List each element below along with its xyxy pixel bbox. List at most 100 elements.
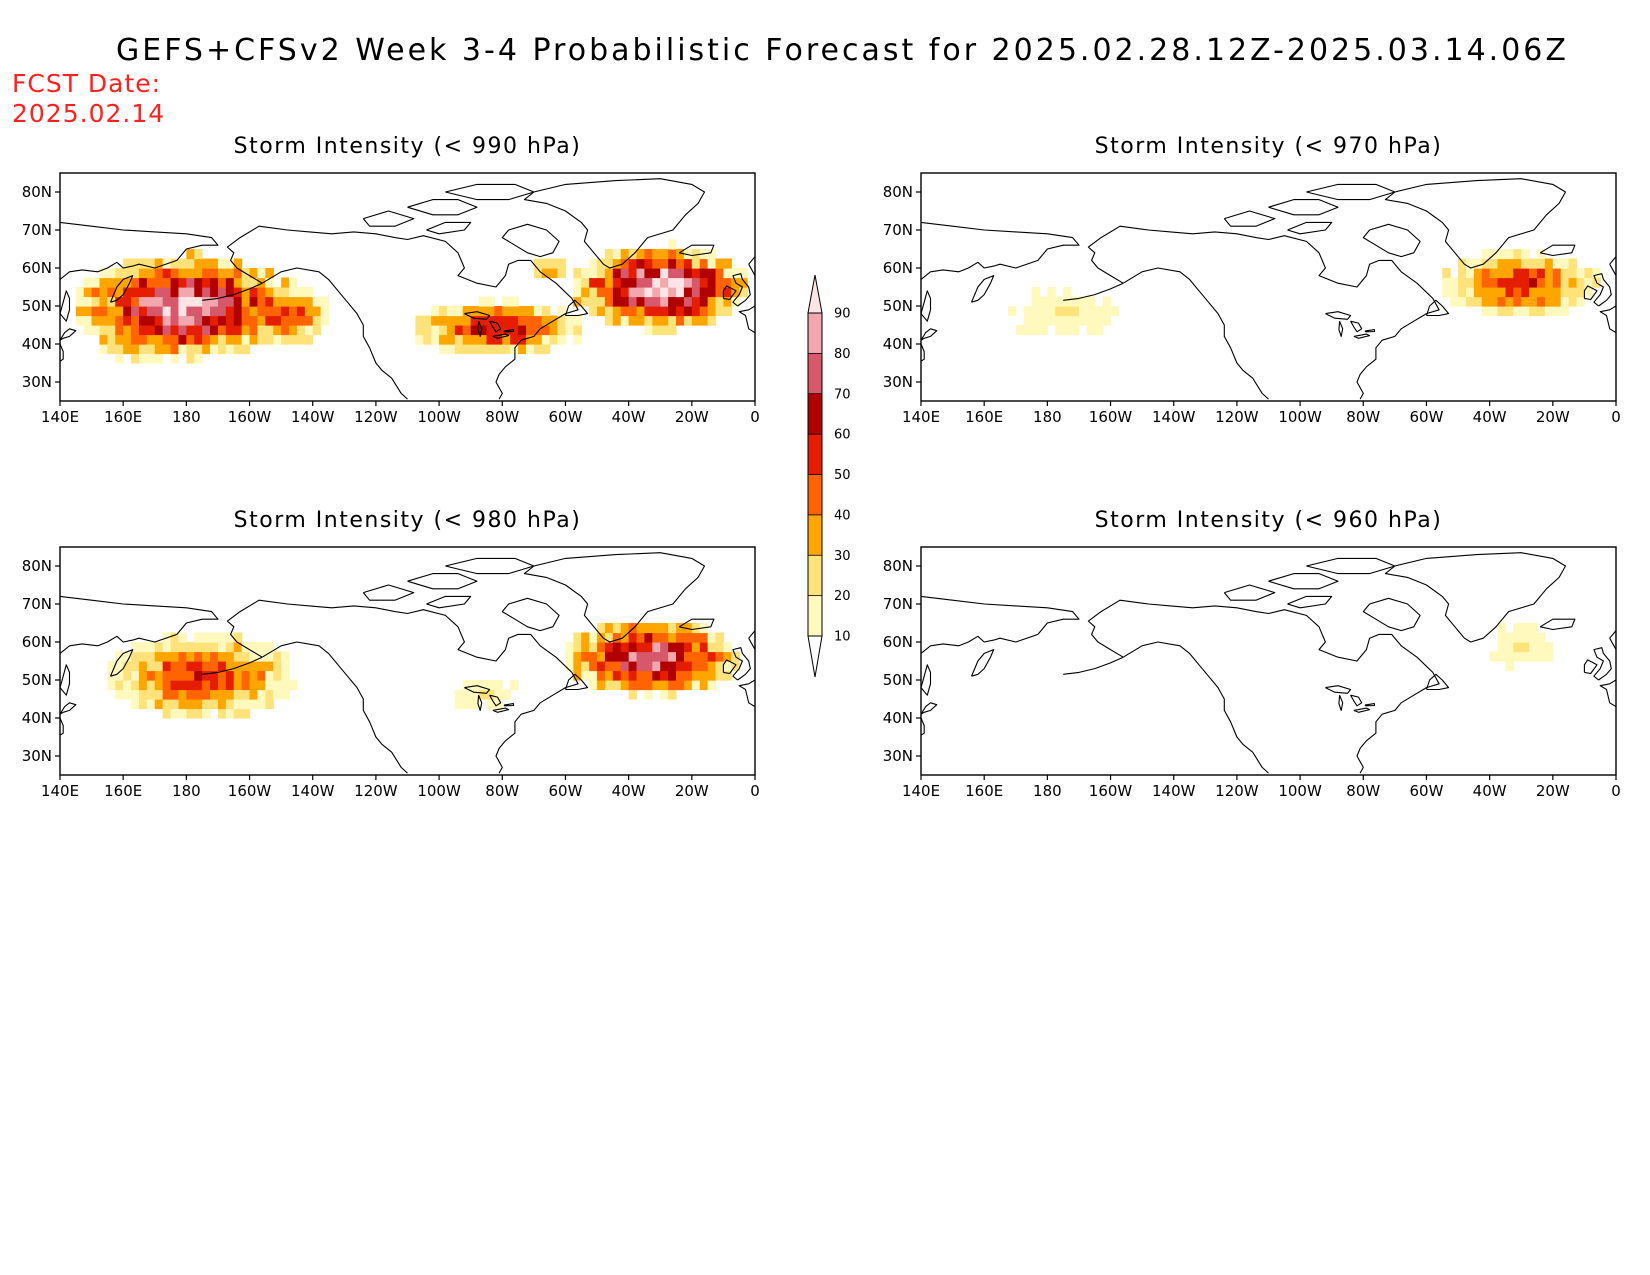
- probability-cell: [217, 670, 227, 681]
- coastline: [1364, 329, 1376, 333]
- probability-cell: [186, 699, 195, 710]
- probability-cell: [289, 315, 298, 326]
- probability-cell: [676, 642, 685, 653]
- probability-cell: [186, 287, 195, 298]
- probability-cell: [320, 315, 330, 326]
- probability-cell: [217, 287, 227, 298]
- probability-cell: [1544, 287, 1554, 298]
- probability-cell: [589, 296, 598, 307]
- probability-cell: [194, 353, 203, 364]
- probability-cell: [620, 661, 630, 672]
- probability-cell: [668, 277, 677, 288]
- probability-cell: [107, 344, 116, 355]
- probability-cell: [612, 680, 622, 691]
- probability-cell: [660, 623, 669, 634]
- probability-cell: [233, 306, 243, 317]
- probability-cell: [644, 325, 653, 336]
- probability-cell: [217, 689, 227, 700]
- probability-cell: [202, 670, 211, 681]
- probability-cell: [170, 258, 180, 269]
- probability-cell: [486, 680, 495, 691]
- x-tick-label: 140W: [1152, 782, 1196, 800]
- x-tick-label: 0: [1611, 408, 1621, 426]
- probability-cell: [660, 249, 669, 260]
- probability-cell: [691, 277, 701, 288]
- probability-cell: [249, 699, 259, 710]
- probability-cell: [1537, 268, 1546, 279]
- probability-cell: [462, 315, 472, 326]
- probability-cell: [691, 661, 701, 672]
- probability-cell: [533, 268, 543, 279]
- probability-cell: [652, 268, 661, 279]
- probability-cell: [249, 642, 259, 653]
- x-tick-label: 120W: [1215, 408, 1259, 426]
- probability-cell: [636, 268, 646, 279]
- probability-cell: [707, 268, 717, 279]
- probability-field: [1007, 249, 1601, 336]
- probability-cell: [1537, 651, 1546, 662]
- probability-cell: [1481, 277, 1491, 288]
- coastline: [1338, 694, 1344, 711]
- coastline: [1593, 273, 1612, 307]
- probability-cell: [170, 296, 180, 307]
- probability-cell: [454, 334, 464, 345]
- probability-cell: [241, 315, 251, 326]
- coastlines: [60, 178, 755, 400]
- y-tick-label: 80N: [883, 557, 913, 575]
- probability-cell: [597, 632, 606, 643]
- probability-cell: [273, 287, 282, 298]
- probability-cell: [162, 689, 172, 700]
- probability-cell: [620, 306, 630, 317]
- probability-cell: [186, 708, 195, 719]
- probability-cell: [415, 315, 424, 326]
- probability-cell: [589, 651, 598, 662]
- probability-cell: [178, 334, 187, 345]
- coastline: [261, 641, 408, 774]
- probability-cell: [225, 315, 235, 326]
- probability-cell: [241, 325, 251, 336]
- probability-cell: [194, 632, 203, 643]
- probability-cell: [597, 277, 606, 288]
- probability-cell: [178, 287, 187, 298]
- probability-cell: [1047, 296, 1056, 307]
- probability-cell: [1537, 632, 1546, 643]
- probability-cell: [1497, 642, 1507, 653]
- probability-cell: [707, 661, 717, 672]
- probability-cell: [691, 258, 701, 269]
- probability-cell: [683, 306, 693, 317]
- probability-cell: [715, 306, 725, 317]
- probability-cell: [123, 315, 132, 326]
- probability-cell: [273, 306, 282, 317]
- probability-cell: [146, 642, 156, 653]
- probability-cell: [1047, 306, 1056, 317]
- probability-cell: [170, 315, 180, 326]
- probability-cell: [186, 642, 195, 653]
- probability-cell: [107, 287, 116, 298]
- probability-cell: [217, 699, 227, 710]
- probability-cell: [1537, 642, 1546, 653]
- probability-cell: [549, 268, 559, 279]
- panel-title: Storm Intensity (< 990 hPa): [234, 134, 582, 159]
- probability-cell: [249, 296, 259, 307]
- probability-cell: [470, 689, 480, 700]
- coastline: [477, 320, 483, 337]
- probability-cell: [178, 680, 187, 691]
- probability-cell: [589, 258, 598, 269]
- probability-cell: [636, 306, 646, 317]
- probability-cell: [462, 325, 472, 336]
- probability-cell: [107, 661, 116, 672]
- probability-cell: [431, 306, 440, 317]
- probability-cell: [138, 353, 148, 364]
- probability-cell: [581, 296, 590, 307]
- probability-cell: [462, 306, 472, 317]
- probability-cell: [210, 258, 219, 269]
- probability-cell: [1576, 296, 1586, 307]
- x-tick-label: 160W: [228, 408, 272, 426]
- probability-cell: [178, 632, 187, 643]
- probability-cell: [123, 306, 132, 317]
- probability-cell: [83, 325, 93, 336]
- coastlines: [921, 178, 1616, 400]
- colorbar-top-arrow: [807, 274, 823, 314]
- coastline: [501, 223, 560, 258]
- probability-cell: [676, 680, 685, 691]
